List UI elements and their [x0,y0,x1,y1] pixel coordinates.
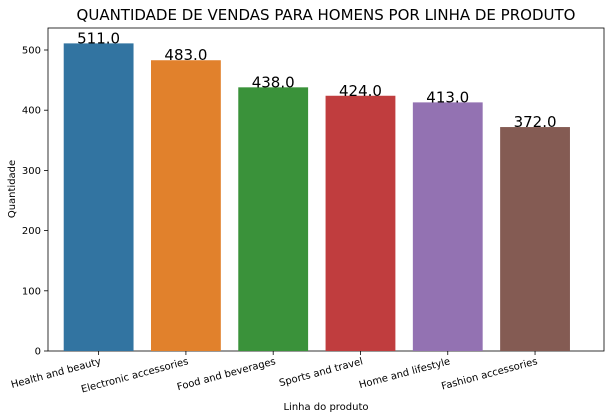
bar-home-and-lifestyle [412,102,483,351]
y-axis: 0 100 200 300 400 500 [22,46,48,358]
y-tick-label: 200 [22,226,41,237]
data-label: 511.0 [77,29,120,47]
data-label: 483.0 [164,46,207,64]
data-label: 413.0 [426,88,469,106]
bar-fashion-accessories [500,127,570,351]
chart-title: QUANTIDADE DE VENDAS PARA HOMENS POR LIN… [77,6,576,24]
plot-area: 511.0 483.0 438.0 424.0 413.0 372.0 0 100 200 30… [10,27,605,396]
y-tick-label: 300 [22,166,41,177]
x-axis-label: Linha do produto [283,402,368,413]
data-label: 372.0 [514,113,557,131]
x-tick-label: Sports and travel [278,356,364,389]
data-label: 424.0 [339,82,382,100]
x-tick-label: Food and beverages [176,356,277,393]
bar-sports-and-travel [325,95,396,351]
y-axis-label: Quantidade [7,160,18,218]
bar-electronic-accessories [150,60,221,352]
data-label: 438.0 [252,73,295,91]
bar-health-and-beauty [63,43,134,351]
y-tick-label: 400 [22,106,41,117]
y-tick-label: 500 [22,46,41,57]
y-tick-label: 0 [35,347,41,358]
bars-group [63,43,570,352]
x-tick-label: Fashion accessories [440,356,538,392]
x-tick-label: Home and lifestyle [358,356,452,391]
data-labels-group: 511.0 483.0 438.0 424.0 413.0 372.0 [77,29,556,131]
bar-food-and-beverages [238,87,309,351]
y-tick-label: 100 [22,286,41,297]
